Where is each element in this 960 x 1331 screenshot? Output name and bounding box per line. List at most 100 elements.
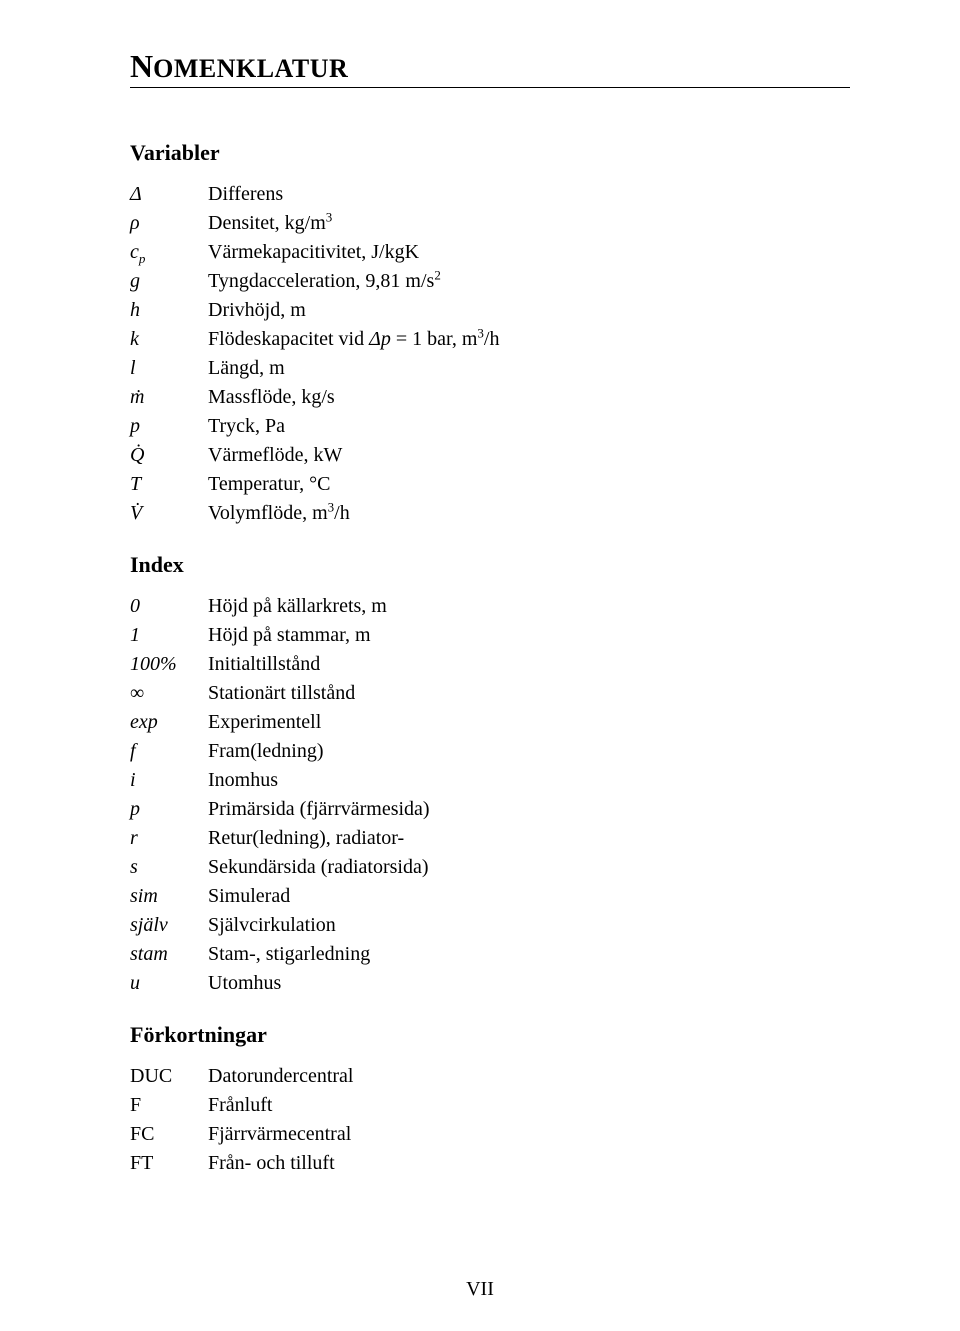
variable-row: TTemperatur, °C [130, 470, 850, 499]
symbol: h [130, 296, 208, 325]
symbol: exp [130, 708, 208, 737]
symbol: ρ [130, 209, 208, 238]
index-row: självSjälvcirkulation [130, 911, 850, 940]
abbrev-heading: Förkortningar [130, 1022, 850, 1048]
variables-heading: Variabler [130, 140, 850, 166]
symbol: F [130, 1091, 208, 1120]
description: Massflöde, kg/s [208, 383, 850, 412]
index-row: 100%Initialtillstånd [130, 650, 850, 679]
description: Stam-, stigarledning [208, 940, 850, 969]
description: Från- och tilluft [208, 1149, 850, 1178]
symbol: i [130, 766, 208, 795]
symbol: r [130, 824, 208, 853]
index-row: ∞Stationärt tillstånd [130, 679, 850, 708]
description: Primärsida (fjärrvärmesida) [208, 795, 850, 824]
variable-row: V̇Volymflöde, m3/h [130, 499, 850, 528]
description: Stationärt tillstånd [208, 679, 850, 708]
description: Tryck, Pa [208, 412, 850, 441]
variable-row: hDrivhöjd, m [130, 296, 850, 325]
symbol: 0 [130, 592, 208, 621]
description: Värmekapacitivitet, J/kgK [208, 238, 850, 267]
index-row: 1Höjd på stammar, m [130, 621, 850, 650]
symbol: FT [130, 1149, 208, 1178]
symbol: g [130, 267, 208, 296]
description: Retur(ledning), radiator- [208, 824, 850, 853]
abbrev-row: FFrånluft [130, 1091, 850, 1120]
page-number: VII [0, 1278, 960, 1301]
index-row: sSekundärsida (radiatorsida) [130, 853, 850, 882]
symbol: Δ [130, 180, 208, 209]
description: Simulerad [208, 882, 850, 911]
index-heading: Index [130, 552, 850, 578]
variable-row: kFlödeskapacitet vid Δp = 1 bar, m3/h [130, 325, 850, 354]
variable-row: ṁMassflöde, kg/s [130, 383, 850, 412]
description: Inomhus [208, 766, 850, 795]
description: Sekundärsida (radiatorsida) [208, 853, 850, 882]
symbol: Q̇ [130, 441, 208, 470]
index-row: simSimulerad [130, 882, 850, 911]
description: Självcirkulation [208, 911, 850, 940]
description: Fjärrvärmecentral [208, 1120, 850, 1149]
index-row: expExperimentell [130, 708, 850, 737]
index-row: stamStam-, stigarledning [130, 940, 850, 969]
title-rest: OMENKLATUR [153, 54, 348, 83]
description: Initialtillstånd [208, 650, 850, 679]
description: Tyngdacceleration, 9,81 m/s2 [208, 267, 850, 296]
description: Datorundercentral [208, 1062, 850, 1091]
description: Temperatur, °C [208, 470, 850, 499]
variable-row: lLängd, m [130, 354, 850, 383]
description: Längd, m [208, 354, 850, 383]
symbol: ṁ [130, 383, 208, 412]
symbol: u [130, 969, 208, 998]
description: Drivhöjd, m [208, 296, 850, 325]
index-row: 0Höjd på källarkrets, m [130, 592, 850, 621]
index-list: 0Höjd på källarkrets, m1Höjd på stammar,… [130, 592, 850, 998]
description: Densitet, kg/m3 [208, 209, 850, 238]
symbol: k [130, 325, 208, 354]
title-drop-cap: N [130, 48, 153, 84]
description: Volymflöde, m3/h [208, 499, 850, 528]
variable-row: ρDensitet, kg/m3 [130, 209, 850, 238]
variable-row: gTyngdacceleration, 9,81 m/s2 [130, 267, 850, 296]
index-row: pPrimärsida (fjärrvärmesida) [130, 795, 850, 824]
index-row: uUtomhus [130, 969, 850, 998]
symbol: FC [130, 1120, 208, 1149]
description: Värmeflöde, kW [208, 441, 850, 470]
description: Höjd på källarkrets, m [208, 592, 850, 621]
symbol: p [130, 412, 208, 441]
index-row: fFram(ledning) [130, 737, 850, 766]
index-row: iInomhus [130, 766, 850, 795]
description: Differens [208, 180, 850, 209]
variable-row: Q̇Värmeflöde, kW [130, 441, 850, 470]
description: Höjd på stammar, m [208, 621, 850, 650]
description: Utomhus [208, 969, 850, 998]
abbrev-row: FCFjärrvärmecentral [130, 1120, 850, 1149]
symbol: själv [130, 911, 208, 940]
variable-row: ΔDifferens [130, 180, 850, 209]
index-row: rRetur(ledning), radiator- [130, 824, 850, 853]
symbol: cp [130, 238, 208, 267]
abbrev-list: DUCDatorundercentralFFrånluftFCFjärrvärm… [130, 1062, 850, 1178]
abbrev-row: FTFrån- och tilluft [130, 1149, 850, 1178]
symbol: sim [130, 882, 208, 911]
variable-row: cpVärmekapacitivitet, J/kgK [130, 238, 850, 267]
document-page: NOMENKLATUR Variabler ΔDifferensρDensite… [0, 0, 960, 1331]
symbol: 1 [130, 621, 208, 650]
symbol: l [130, 354, 208, 383]
abbrev-row: DUCDatorundercentral [130, 1062, 850, 1091]
symbol: V̇ [130, 499, 208, 528]
description: Flödeskapacitet vid Δp = 1 bar, m3/h [208, 325, 850, 354]
symbol: 100% [130, 650, 208, 679]
description: Experimentell [208, 708, 850, 737]
description: Frånluft [208, 1091, 850, 1120]
variable-row: pTryck, Pa [130, 412, 850, 441]
description: Fram(ledning) [208, 737, 850, 766]
symbol: ∞ [130, 679, 208, 708]
symbol: s [130, 853, 208, 882]
symbol: f [130, 737, 208, 766]
symbol: DUC [130, 1062, 208, 1091]
symbol: stam [130, 940, 208, 969]
variables-list: ΔDifferensρDensitet, kg/m3cpVärmekapacit… [130, 180, 850, 528]
page-title: NOMENKLATUR [130, 48, 850, 88]
symbol: T [130, 470, 208, 499]
